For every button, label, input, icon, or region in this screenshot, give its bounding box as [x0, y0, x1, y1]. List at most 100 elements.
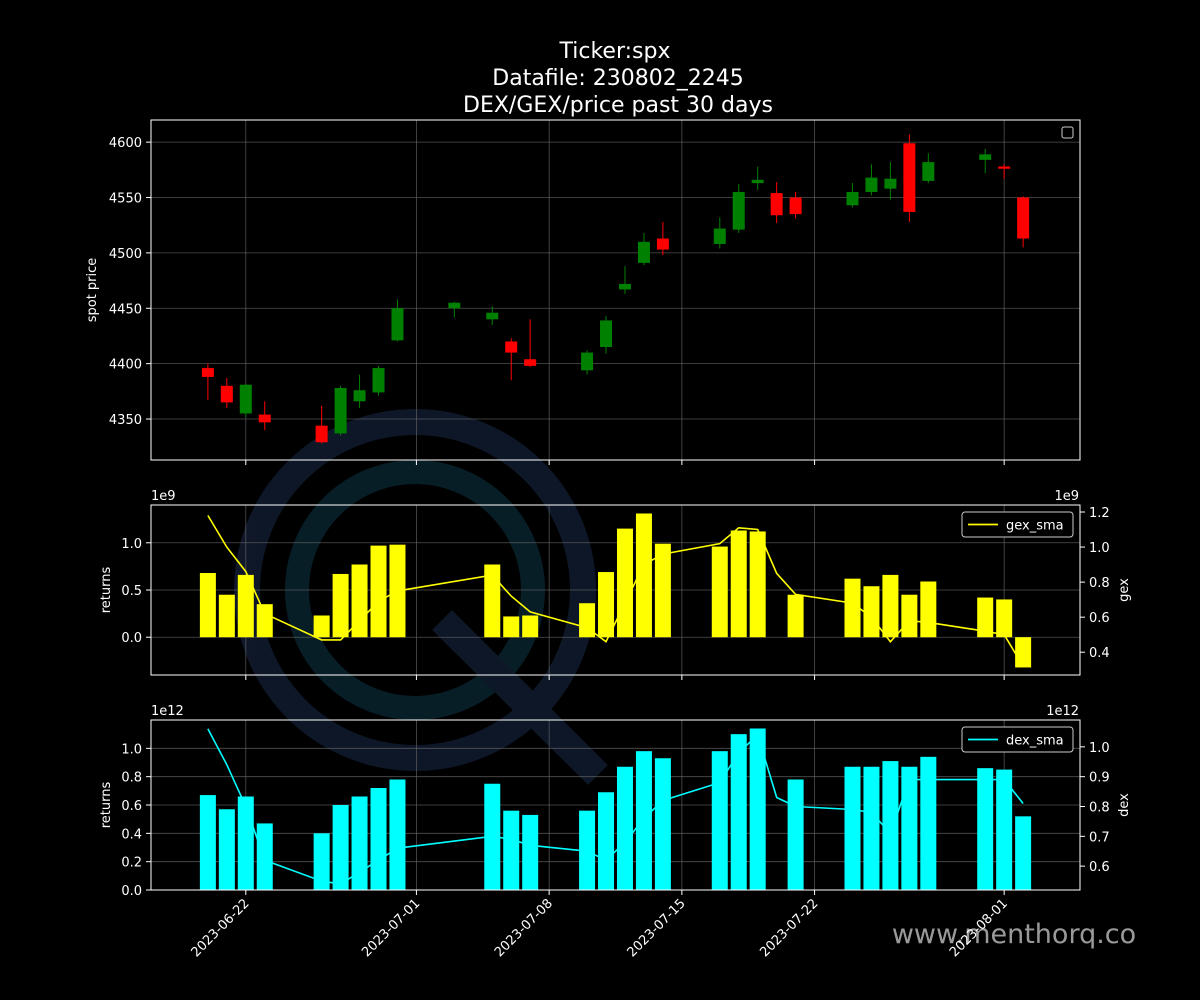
price-y-tick-label: 4600 [109, 136, 142, 151]
dex-y-right-tick-label: 0.9 [1089, 771, 1110, 786]
dex-y-tick-label: 0.6 [121, 799, 142, 814]
dex-y-tick-label: 1.0 [121, 742, 142, 757]
candle-body [1017, 197, 1030, 239]
dex-bar [920, 756, 937, 890]
dex-y-right-tick-label: 0.6 [1089, 860, 1110, 875]
gex-bar [901, 594, 918, 638]
price-y-tick-label: 4450 [109, 302, 142, 317]
price-y-tick-label: 4550 [109, 192, 142, 207]
price-panel: 4350 4400 4450 4500 4550 4600 spot price [85, 119, 1081, 465]
chart-title-line-3: DEX/GEX/price past 30 days [463, 93, 773, 118]
panel-border [150, 504, 1081, 676]
dex-y-axis-label: returns [99, 782, 114, 829]
gex-bar [351, 564, 368, 638]
gex-y-axis-label: returns [99, 567, 114, 614]
price-y-tick-label: 4350 [109, 413, 142, 428]
dex-y-right-tick-label: 0.7 [1089, 830, 1110, 845]
chart-title-line-1: Ticker:spx [559, 39, 671, 64]
gex-bar [598, 572, 615, 638]
panel-border [150, 119, 1081, 461]
gex-bar [711, 546, 728, 638]
chart-title-line-2: Datafile: 230802_2245 [492, 66, 743, 91]
dex-y-offset-label: 1e12 [151, 704, 184, 719]
gex-bar [863, 586, 880, 638]
dex-y-right-axis-label: dex [1117, 793, 1132, 817]
gex-bar [882, 574, 899, 638]
dex-bar [1015, 816, 1032, 890]
gex-bar [503, 616, 520, 638]
dex-y-right-tick-label: 1.0 [1089, 741, 1110, 756]
candle-body [846, 191, 859, 206]
dex-y-right-offset-label: 1e12 [1046, 704, 1079, 719]
gex-bar [522, 615, 539, 638]
gex-bar [313, 615, 330, 638]
candle-body [353, 390, 366, 402]
dex-legend-box [961, 726, 1074, 753]
dex-bar [389, 779, 406, 890]
dex-bar [237, 796, 254, 890]
candle-body [713, 228, 726, 245]
candle-body [637, 241, 650, 263]
gex-bar [977, 597, 994, 638]
dex-bar [256, 823, 273, 890]
candle-body [334, 388, 347, 434]
dex-bar [313, 833, 330, 890]
candle-body [618, 283, 631, 290]
gex-bar [616, 528, 633, 638]
gex-panel: 0.0 0.5 1.0 0.4 0.6 0.8 1.0 1.2 returns gex 1e9 1e9… [99, 489, 1132, 680]
dex-bar [579, 810, 596, 890]
dex-bar [218, 809, 235, 890]
panel-border [150, 719, 1081, 891]
dex-sma-line [207, 728, 1024, 885]
candle-body [315, 425, 328, 443]
candle-body [656, 238, 669, 250]
gex-y-tick-label: 0.0 [121, 631, 142, 646]
candle-body [600, 320, 613, 348]
gex-y-right-offset-label: 1e9 [1054, 489, 1079, 504]
dex-legend: dex_sma [961, 726, 1074, 753]
gex-bar [370, 545, 387, 638]
gex-bar [218, 594, 235, 638]
gex-y-right-axis-label: gex [1117, 578, 1132, 602]
candle-body [258, 414, 271, 423]
candle-body [391, 308, 404, 341]
candle-body [789, 197, 802, 215]
dex-bar [522, 814, 539, 890]
candle-body [979, 154, 992, 160]
gex-y-right-tick-label: 0.4 [1089, 646, 1110, 661]
dex-y-tick-label: 0.8 [121, 771, 142, 786]
dex-bar [901, 766, 918, 890]
gex-bar [332, 573, 349, 638]
dex-bar [598, 792, 615, 890]
dex-y-tick-label: 0.2 [121, 856, 142, 871]
gex-bar [749, 531, 766, 638]
candle-body [486, 312, 499, 320]
candle-body [884, 178, 897, 189]
dex-bar [749, 728, 766, 890]
watermark-tail [432, 610, 608, 785]
candle-body [751, 179, 764, 184]
candle-body [505, 341, 518, 353]
candle-body [770, 193, 783, 216]
gex-y-right-tick-label: 0.8 [1089, 576, 1110, 591]
gex-y-tick-label: 1.0 [121, 537, 142, 552]
dex-bar [787, 779, 804, 890]
candle-body [220, 385, 233, 403]
candle-body [239, 384, 252, 414]
candle-body [998, 166, 1011, 169]
gex-bar [237, 574, 254, 638]
gex-bar [1015, 637, 1032, 668]
gex-y-right-tick-label: 0.6 [1089, 611, 1110, 626]
gex-bar [484, 564, 501, 638]
watermark-text: www.menthorq.co [892, 919, 1136, 950]
dex-bar [616, 766, 633, 890]
dex-bar [351, 796, 368, 890]
candle-body [448, 302, 461, 309]
price-y-axis-label: spot price [85, 258, 100, 323]
dex-bar [199, 795, 216, 890]
dex-bar [996, 769, 1013, 890]
candle-body [732, 191, 745, 230]
dex-bar [882, 761, 899, 890]
dex-bar [730, 734, 747, 890]
